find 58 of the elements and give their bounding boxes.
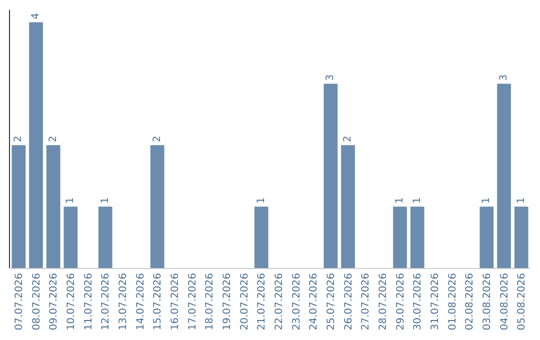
x-tick-label: 29.07.2026 <box>395 273 406 330</box>
data-label: 1 <box>65 197 76 204</box>
data-label: 2 <box>342 136 354 142</box>
data-label: 1 <box>394 197 406 204</box>
x-tick-label: 07.07.2026 <box>14 273 25 330</box>
bar <box>150 145 164 268</box>
bar <box>324 84 338 268</box>
x-tick-label: 05.08.2026 <box>516 273 528 330</box>
x-tick-label: 18.07.2026 <box>204 273 216 330</box>
x-tick-label: 13.07.2026 <box>118 273 129 330</box>
bar <box>64 206 78 268</box>
bar <box>341 145 355 268</box>
bar <box>98 206 112 268</box>
x-tick-label: 02.08.2026 <box>464 273 476 330</box>
data-label: 4 <box>30 12 42 20</box>
x-tick-label: 19.07.2026 <box>222 273 233 330</box>
data-label: 3 <box>498 74 510 81</box>
x-tick-label: 30.07.2026 <box>412 273 424 330</box>
data-label: 1 <box>256 197 267 204</box>
bar <box>46 145 60 268</box>
x-tick-label: 01.08.2026 <box>447 273 458 330</box>
x-tick-label: 21.07.2026 <box>256 273 268 330</box>
x-tick-label: 04.08.2026 <box>499 273 510 330</box>
bar <box>497 84 511 268</box>
x-tick-label: 08.07.2026 <box>31 273 42 330</box>
bar <box>29 22 43 268</box>
x-tick-label: 31.07.2026 <box>430 273 441 330</box>
x-tick-label: 14.07.2026 <box>135 273 146 330</box>
x-tick-label: 23.07.2026 <box>291 273 302 330</box>
bar <box>12 145 26 268</box>
x-tick-label: 26.07.2026 <box>343 273 354 330</box>
x-tick-label: 15.07.2026 <box>152 273 164 330</box>
x-tick-label: 16.07.2026 <box>170 273 181 330</box>
bar <box>254 206 268 268</box>
x-tick-label: 20.07.2026 <box>239 273 250 330</box>
data-label: 2 <box>152 136 163 142</box>
x-tick-label: 03.08.2026 <box>482 273 493 330</box>
data-label: 1 <box>100 197 111 204</box>
data-label: 2 <box>48 136 59 142</box>
data-label: 1 <box>481 197 492 204</box>
x-tick-label: 22.07.2026 <box>274 273 285 330</box>
bar <box>410 206 424 268</box>
bar <box>480 206 494 268</box>
data-label: 1 <box>412 197 423 204</box>
bar <box>514 206 528 268</box>
data-label: 2 <box>13 136 24 142</box>
bar <box>393 206 407 268</box>
x-tick-label: 12.07.2026 <box>100 273 112 330</box>
x-tick-label: 24.07.2026 <box>308 273 320 330</box>
x-tick-label: 11.07.2026 <box>83 273 94 330</box>
x-tick-label: 28.07.2026 <box>378 273 389 330</box>
x-tick-label: 09.07.2026 <box>48 273 60 330</box>
x-tick-label: 10.07.2026 <box>66 273 77 330</box>
data-label: 3 <box>325 74 336 81</box>
data-label: 1 <box>516 197 527 204</box>
x-tick-label: 27.07.2026 <box>360 273 372 330</box>
x-tick-label: 17.07.2026 <box>187 273 198 330</box>
x-tick-label: 25.07.2026 <box>326 273 337 330</box>
